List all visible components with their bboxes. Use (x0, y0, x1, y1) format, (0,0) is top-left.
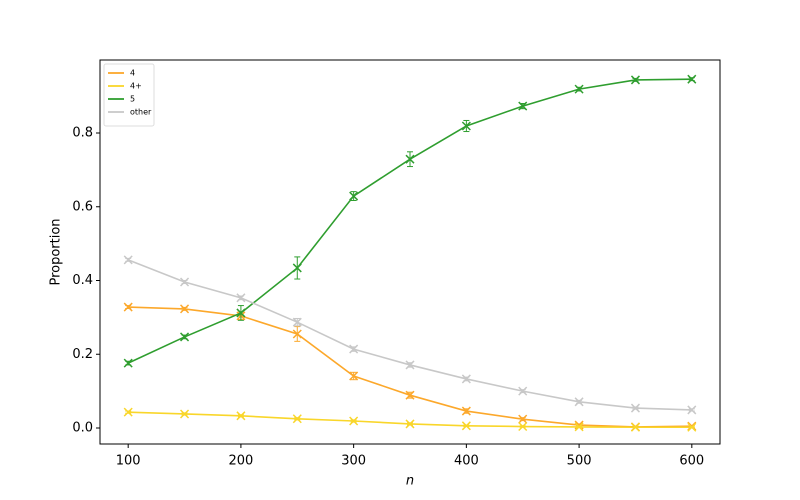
series (123, 74, 697, 368)
y-tick-label: 0.4 (72, 273, 93, 288)
marker (687, 421, 697, 431)
marker (292, 329, 302, 339)
marker (180, 277, 190, 287)
marker (292, 317, 302, 327)
marker (123, 407, 133, 417)
series-line (127, 259, 692, 411)
marker (518, 421, 528, 432)
series (123, 255, 697, 415)
marker (405, 419, 415, 429)
marker (574, 84, 584, 94)
legend-label: 4+ (130, 82, 142, 91)
marker (123, 302, 133, 312)
marker (123, 255, 133, 265)
marker (405, 154, 415, 164)
marker (630, 75, 640, 85)
y-tick-label: 0.2 (72, 347, 93, 362)
y-axis-label: Proportion (49, 218, 64, 285)
marker (518, 386, 528, 396)
marker (236, 411, 246, 421)
x-axis-label: n (406, 474, 414, 489)
marker (349, 371, 359, 381)
legend-label: 4 (130, 69, 135, 78)
series-line (127, 78, 692, 364)
marker (630, 403, 640, 413)
marker (180, 332, 190, 342)
legend-label: 5 (130, 95, 135, 104)
legend-box (103, 63, 155, 127)
marker (292, 414, 302, 424)
marker (236, 308, 246, 318)
marker (349, 416, 359, 426)
marker (123, 358, 133, 368)
marker (292, 263, 302, 273)
marker (574, 397, 584, 407)
marker (349, 191, 359, 201)
plot-frame (99, 59, 721, 445)
marker (349, 344, 359, 354)
marker (518, 414, 528, 424)
x-tick-label: 500 (567, 454, 592, 469)
marker (687, 405, 697, 415)
marker (461, 374, 471, 384)
y-tick-label: 0.0 (72, 420, 93, 435)
marker (630, 422, 640, 432)
marker (687, 74, 697, 84)
marker (405, 390, 415, 400)
x-tick-label: 300 (341, 454, 366, 469)
marker (518, 101, 528, 111)
marker (405, 360, 415, 370)
x-tick-label: 600 (679, 454, 704, 469)
marker (574, 422, 584, 432)
marker (180, 304, 190, 314)
marker (461, 421, 471, 431)
y-tick-label: 0.8 (72, 126, 93, 141)
marker (461, 121, 471, 131)
x-tick-label: 200 (228, 454, 253, 469)
marker (180, 409, 190, 419)
x-tick-label: 100 (116, 454, 141, 469)
series (123, 407, 697, 432)
x-tick-label: 400 (454, 454, 479, 469)
marker (461, 406, 471, 416)
marker (687, 422, 697, 432)
legend-label: other (130, 108, 152, 117)
y-tick-label: 0.6 (72, 199, 93, 214)
marker (236, 293, 246, 303)
